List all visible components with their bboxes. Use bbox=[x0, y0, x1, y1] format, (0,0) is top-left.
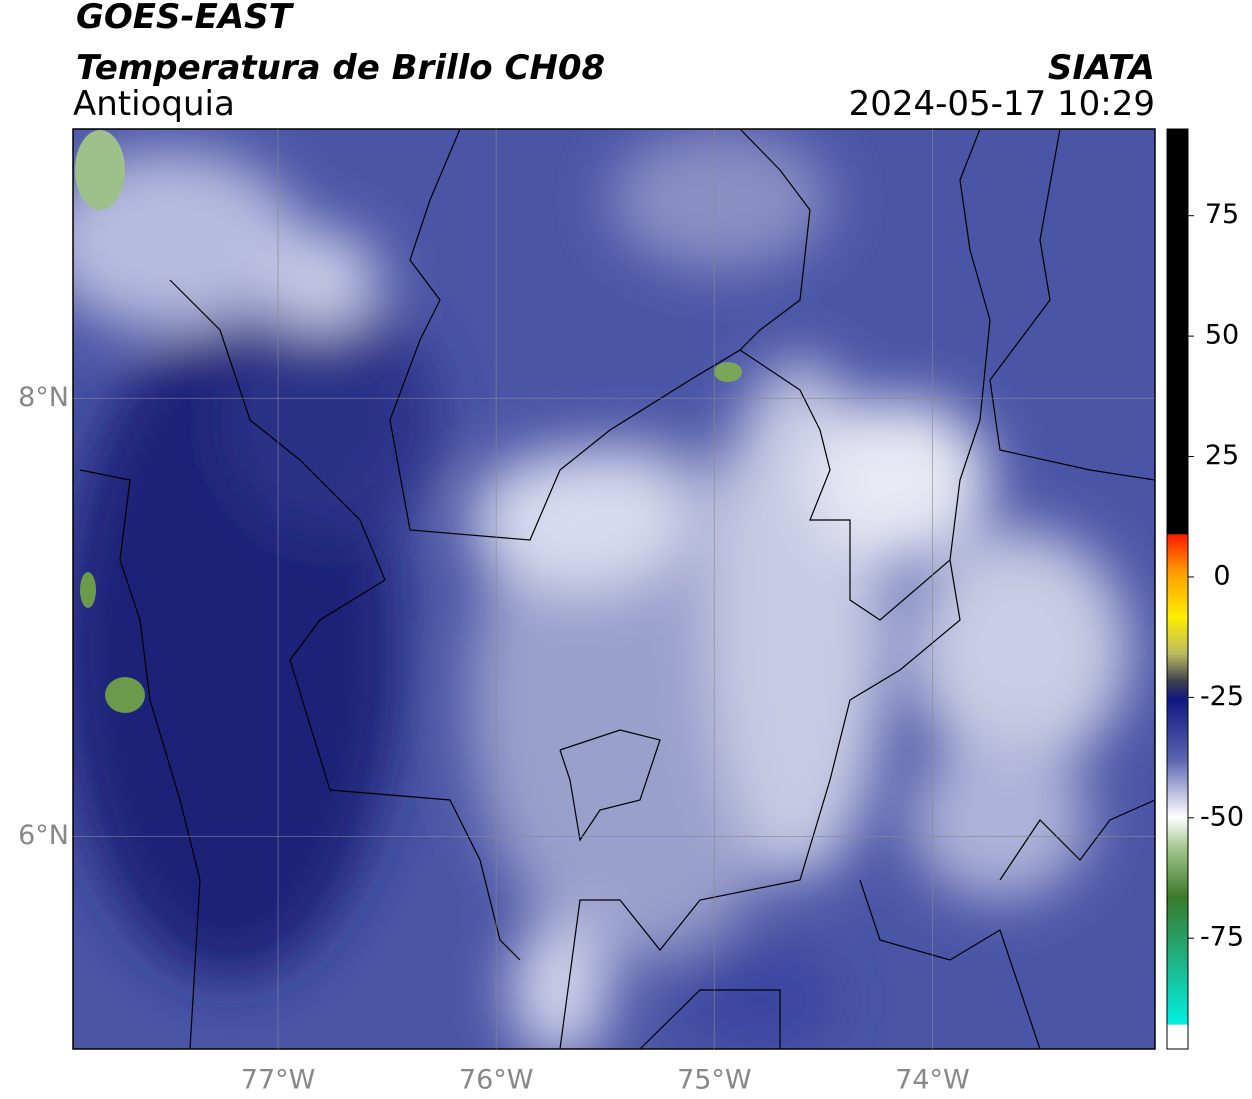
x-tick-label: 75°W bbox=[677, 1065, 752, 1096]
colorbar-tick-label: 50 bbox=[1205, 320, 1239, 351]
y-tick-label: 8°N bbox=[18, 382, 69, 413]
source: SIATA bbox=[1048, 48, 1155, 88]
colorbar-tick-label: 75 bbox=[1205, 199, 1239, 230]
subtitle: Temperatura de Brillo CH08 bbox=[76, 48, 605, 88]
colorbar-tick-label: -25 bbox=[1200, 681, 1244, 712]
timestamp: 2024-05-17 10:29 bbox=[849, 84, 1155, 124]
region: Antioquia bbox=[73, 84, 235, 124]
x-tick-label: 77°W bbox=[241, 1065, 316, 1096]
map-frame bbox=[72, 128, 1156, 1050]
colorbar-tick-label: 0 bbox=[1213, 560, 1230, 591]
x-tick-label: 76°W bbox=[459, 1065, 534, 1096]
colorbar bbox=[1166, 128, 1189, 1050]
colorbar-tick-label: 25 bbox=[1205, 440, 1239, 471]
brightness-field bbox=[73, 129, 1155, 1049]
y-tick-label: 6°N bbox=[18, 820, 69, 851]
colorbar-tick-label: -50 bbox=[1200, 801, 1244, 832]
colorbar-tick-label: -75 bbox=[1200, 922, 1244, 953]
title: GOES-EAST bbox=[76, 0, 295, 37]
x-tick-label: 74°W bbox=[895, 1065, 970, 1096]
